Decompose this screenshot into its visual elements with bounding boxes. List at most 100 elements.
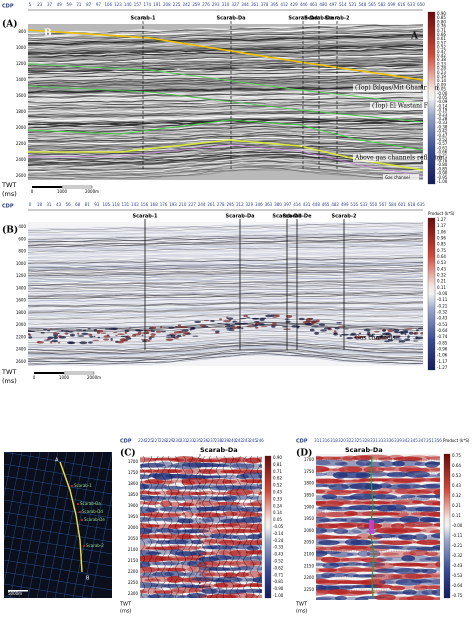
reflector [28,161,423,173]
annotation: Gas channel [385,175,410,180]
colorbar-tick-label: 0.19 [437,74,446,79]
reflector [28,54,423,64]
gas-zone [369,520,374,534]
colorbar-tick-label: -0.57 [437,141,448,146]
amplitude-blob [178,502,195,507]
colorbar-tick-label: 0.28 [437,66,446,71]
colorbar-tick-label: -0.85 [437,340,448,345]
x-tick-label: 431 [303,202,311,207]
x-tick-label: 105 [102,202,110,207]
amplitude-blob [244,593,258,598]
colorbar-tick-label: 0.85 [437,242,446,247]
y-tick-label: 1800 [16,310,27,315]
colorbar-tick-label: -0.09 [437,99,448,104]
amplitude-blob [252,555,262,561]
gas-channel-texture [232,320,237,323]
amplitude-blob [424,551,439,557]
map-grid [4,475,112,495]
amplitude-blob [181,528,210,534]
wiggle-trace [243,456,248,598]
amplitude-blob [416,494,440,499]
wiggle-trace [229,456,234,598]
colorbar-tick-label: 0.14 [437,78,446,83]
amplitude-blob [348,590,375,595]
reflector [28,44,423,55]
x-tick-label: 380 [274,202,282,207]
colorbar-tick-label: -0.33 [273,545,284,550]
x-tick-label: 345 [410,438,418,443]
colorbar-tick-label: -0.23 [437,112,448,117]
amplitude-blob [141,483,168,490]
annotation-box [383,174,419,182]
reflector [28,42,423,52]
colorbar-tick-label: 0.05 [273,517,282,522]
reflector [28,344,423,355]
reflector [28,263,423,271]
colorbar-tick-label: -0.00 [437,291,448,296]
x-tick-label: 325 [354,438,362,443]
reflector [28,66,423,76]
axis-title: CDP [120,439,132,445]
gas-channel-texture [96,331,101,334]
x-tick-label: 225 [145,438,153,443]
reflector [28,301,423,307]
reflector [28,278,423,284]
gas-channel-texture [387,339,393,342]
amplitude-blob [361,500,391,505]
x-tick-label: 244 [198,202,206,207]
reflector [28,36,423,47]
reflector [28,77,423,85]
well-label: Scarab-Da [345,446,383,454]
colorbar-tick-label: 0.38 [437,57,446,62]
amplitude-blob [181,478,211,485]
amplitude-blob [392,460,423,467]
colorbar-tick-label: 0.11 [437,285,446,290]
reflector [28,280,423,286]
y-tick-label: 800 [18,29,26,34]
x-tick-label: 550 [369,202,377,207]
gas-channel-texture [415,336,423,340]
amplitude-blob [219,594,239,598]
amplitude-blob [231,457,249,463]
reflector [28,338,423,348]
gas-channel-texture [392,335,401,339]
y-tick-label: 1000 [16,45,27,50]
amplitude-blob [241,556,262,562]
gas-channel-texture [380,335,384,338]
gas-channel-texture [175,335,183,338]
reflector [28,25,423,36]
amplitude-blob [210,549,230,556]
colorbar-tick-label: 0.53 [452,473,461,478]
reflector [28,269,423,276]
reflector [28,234,423,243]
amplitude-blob [376,556,393,562]
gas-channel-texture [349,334,355,336]
amplitude-blob [343,562,363,566]
reflector [28,289,423,295]
gas-channel-texture [113,331,118,333]
gas-channel-texture [302,320,311,324]
gas-channel-texture [234,322,242,325]
reflector [28,222,423,230]
amplitude-blob [374,584,394,589]
colorbar-tick-label: -0.33 [437,120,448,125]
amplitude-blob [416,488,440,494]
colorbar-tick-label: 0.05 [437,87,446,92]
reflector [28,230,423,240]
x-tick-label: 482 [331,202,339,207]
gas-channel-texture [282,326,288,328]
reflector [28,260,423,266]
x-tick-label: 497 [329,2,337,7]
y-tick-label: 2150 [304,563,315,568]
reflector [28,327,423,335]
colorbar-tick-label: -0.53 [437,322,448,327]
x-tick-label: 97 [96,2,102,7]
wiggle-trace [250,456,255,598]
axis-title: CDP [2,204,14,210]
gas-channel-texture [53,332,58,335]
amplitude-blob [252,576,262,584]
reflector [28,34,423,46]
amplitude-blob [400,539,417,544]
x-tick-label: 397 [284,202,292,207]
reflector [28,256,423,263]
